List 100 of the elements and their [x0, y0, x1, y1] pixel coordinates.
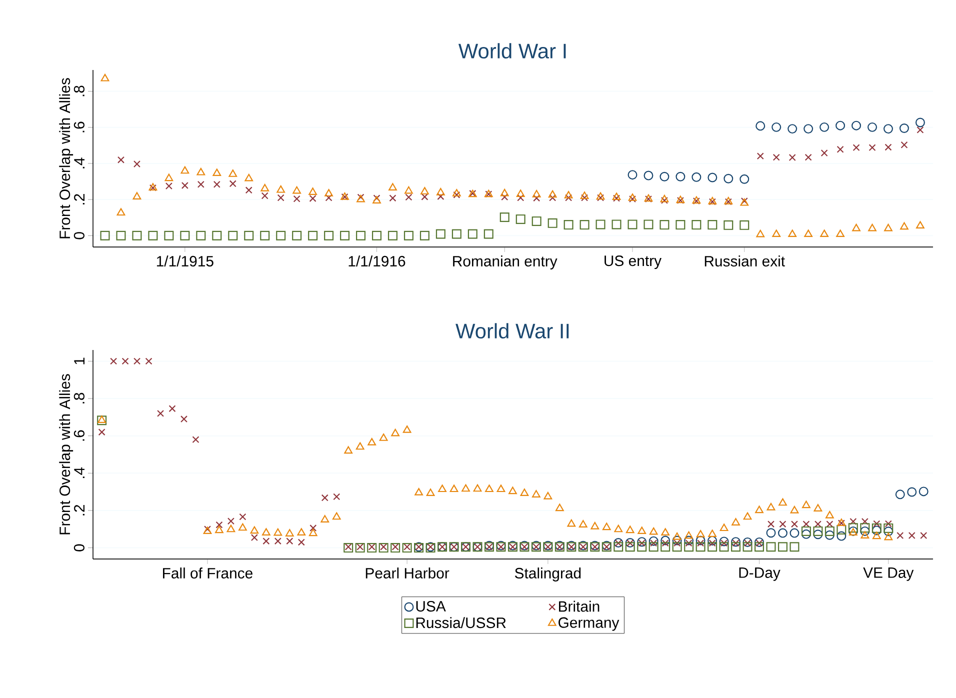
- point: [644, 170, 654, 180]
- point: [212, 168, 222, 176]
- point: [824, 530, 834, 540]
- point: [420, 230, 430, 240]
- point: [884, 124, 894, 134]
- point: [804, 154, 812, 161]
- point: [724, 220, 734, 230]
- point: [788, 124, 798, 134]
- legend-label: USA: [416, 600, 446, 612]
- point: [628, 170, 638, 180]
- point: [684, 542, 694, 552]
- point: [438, 484, 446, 492]
- point: [516, 214, 526, 224]
- point: [637, 537, 647, 547]
- point: [649, 527, 658, 535]
- point: [778, 498, 787, 506]
- point: [517, 194, 524, 202]
- point: [836, 120, 846, 130]
- point: [900, 141, 908, 148]
- point: [544, 492, 552, 500]
- point: [684, 536, 694, 546]
- point: [532, 190, 541, 198]
- point: [260, 230, 270, 240]
- point: [226, 524, 236, 532]
- point: [245, 186, 252, 194]
- point: [404, 230, 414, 240]
- point: [900, 222, 908, 230]
- point: [696, 536, 706, 546]
- point: [824, 526, 834, 536]
- point: [293, 195, 300, 202]
- point: [164, 230, 174, 240]
- point: [277, 194, 284, 202]
- y-axis-title: Front Overlap with Allies: [59, 78, 74, 238]
- point: [389, 194, 396, 202]
- point: [132, 192, 142, 200]
- point: [212, 230, 222, 240]
- point: [720, 524, 728, 532]
- point: [778, 542, 788, 552]
- point: [180, 166, 190, 174]
- point: [895, 490, 905, 500]
- point: [638, 526, 646, 534]
- point: [436, 188, 445, 196]
- point: [332, 512, 341, 520]
- point: [626, 526, 634, 534]
- point: [262, 528, 270, 536]
- point: [754, 542, 764, 552]
- point: [836, 146, 844, 153]
- point: [344, 446, 353, 454]
- point: [696, 542, 706, 552]
- point: [501, 193, 508, 201]
- point: [402, 425, 412, 433]
- point: [852, 120, 862, 130]
- point: [740, 174, 750, 184]
- point: [743, 512, 752, 520]
- point: [848, 523, 858, 533]
- point: [532, 216, 542, 226]
- point: [367, 543, 377, 553]
- point: [672, 536, 682, 546]
- point: [555, 504, 564, 512]
- point: [804, 230, 813, 238]
- point: [228, 170, 238, 177]
- point: [100, 230, 110, 240]
- point: [660, 220, 670, 230]
- point: [820, 230, 829, 238]
- point: [916, 126, 924, 134]
- point: [324, 230, 334, 240]
- point: [612, 220, 622, 230]
- point: [292, 186, 301, 194]
- point: [421, 193, 428, 200]
- point: [772, 154, 780, 161]
- point: [860, 531, 870, 539]
- point: [549, 194, 556, 202]
- point: [325, 194, 332, 202]
- point: [719, 542, 729, 552]
- point: [756, 121, 766, 131]
- point: [820, 149, 828, 157]
- point: [452, 229, 462, 239]
- point: [133, 160, 140, 168]
- point: [602, 522, 611, 530]
- y-axis-title: Front Overlap with Allies: [59, 374, 74, 534]
- point: [404, 186, 413, 194]
- point: [884, 532, 893, 540]
- point: [661, 528, 670, 536]
- point: [565, 194, 572, 202]
- point: [648, 536, 658, 546]
- point: [826, 510, 834, 518]
- point: [692, 172, 702, 182]
- point: [378, 543, 388, 553]
- point: [918, 486, 928, 496]
- point: [116, 230, 126, 240]
- point: [485, 484, 494, 492]
- point: [388, 183, 397, 190]
- point: [181, 182, 188, 189]
- point: [660, 536, 670, 546]
- point: [297, 528, 306, 536]
- point: [614, 524, 623, 532]
- point: [261, 192, 268, 200]
- y-tick-label: 0: [74, 544, 84, 552]
- x-tick-label: Romanian entry: [453, 256, 558, 270]
- point: [100, 74, 110, 82]
